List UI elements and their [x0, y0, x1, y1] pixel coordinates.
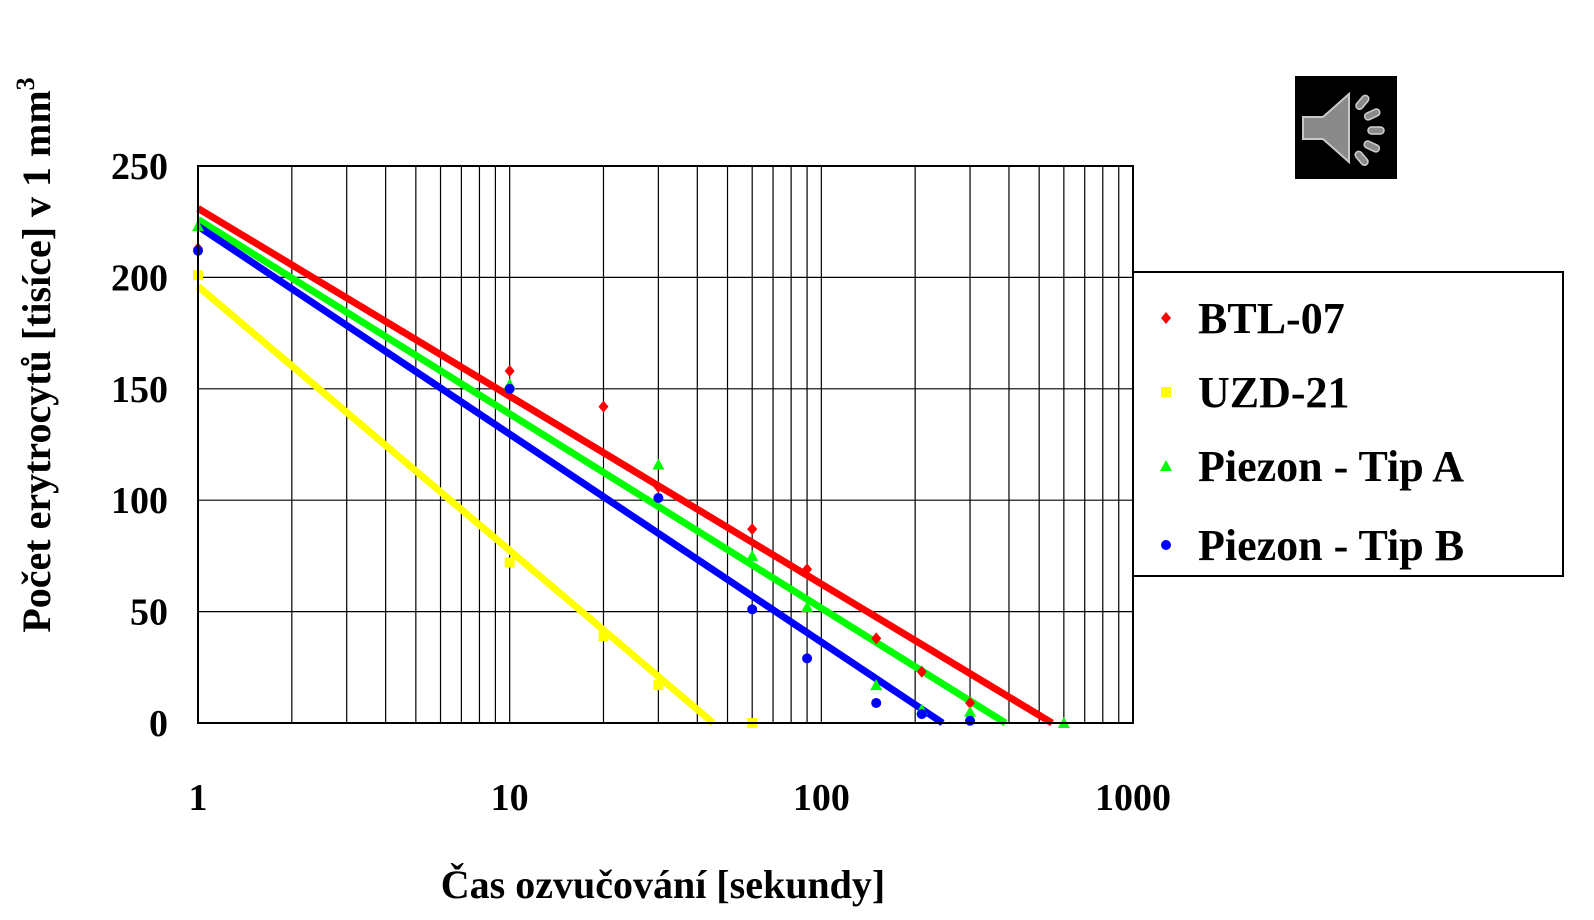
trend-line [196, 216, 1008, 726]
data-point [964, 705, 977, 717]
y-tick-label: 50 [130, 592, 168, 634]
y-axis-title: Počet erytrocytů [tisíce] v 1 mm3 [11, 77, 59, 632]
y-tick-label: 200 [111, 257, 168, 299]
sound-button[interactable] [1295, 76, 1397, 179]
legend-marker [1160, 460, 1172, 471]
trend-line [196, 205, 1054, 726]
legend-label: BTL-07 [1198, 294, 1345, 343]
data-point [746, 549, 759, 561]
data-point [504, 364, 515, 377]
legend: BTL-07 UZD-21 Piezon - Tip A Piezon - Tip B [1132, 271, 1564, 577]
data-point [802, 563, 813, 576]
legend-label: Piezon - Tip B [1198, 521, 1464, 570]
data-point [653, 492, 664, 503]
data-point [653, 480, 664, 493]
plot-area [197, 165, 1134, 724]
data-point [871, 632, 882, 645]
x-tick-label: 100 [793, 777, 850, 819]
grid [198, 165, 1133, 724]
x-tick-label: 10 [491, 777, 529, 819]
x-tick-label: 1 [189, 777, 208, 819]
data-point [652, 458, 665, 470]
y-tick-label: 150 [111, 369, 168, 411]
y-tick-label: 250 [111, 146, 168, 188]
legend-marker [1161, 312, 1171, 324]
data-point [916, 709, 927, 720]
data-point [504, 557, 515, 568]
data-point [653, 680, 664, 691]
y-axis-ticks: 0 50 100 150 200 250 [111, 146, 168, 745]
data-point [598, 631, 609, 642]
x-axis-title: Čas ozvučování [sekundy] [441, 862, 886, 907]
legend-label: Piezon - Tip A [1198, 442, 1464, 491]
data-point [965, 696, 976, 709]
trend-line [196, 223, 945, 726]
trend-lines [195, 205, 1054, 726]
y-axis-title-superscript: 3 [11, 77, 40, 90]
data-point [916, 665, 927, 678]
data-point [871, 697, 882, 708]
y-tick-label: 100 [111, 480, 168, 522]
x-tick-label: 1000 [1095, 777, 1171, 819]
speaker-icon [1302, 91, 1385, 167]
data-point [747, 523, 758, 536]
data-point [747, 604, 758, 615]
data-point [801, 601, 814, 613]
legend-marker [1161, 387, 1171, 397]
y-tick-label: 0 [149, 703, 168, 745]
data-point [598, 400, 609, 413]
data-point [870, 679, 883, 691]
legend-marker [1161, 540, 1171, 550]
trend-line [195, 283, 716, 726]
legend-label: UZD-21 [1198, 368, 1350, 417]
legend-box [1132, 271, 1564, 577]
x-axis-ticks: 1 10 100 1000 [189, 777, 1172, 819]
data-point [504, 383, 515, 394]
data-point [802, 653, 813, 664]
data-point [965, 715, 976, 726]
